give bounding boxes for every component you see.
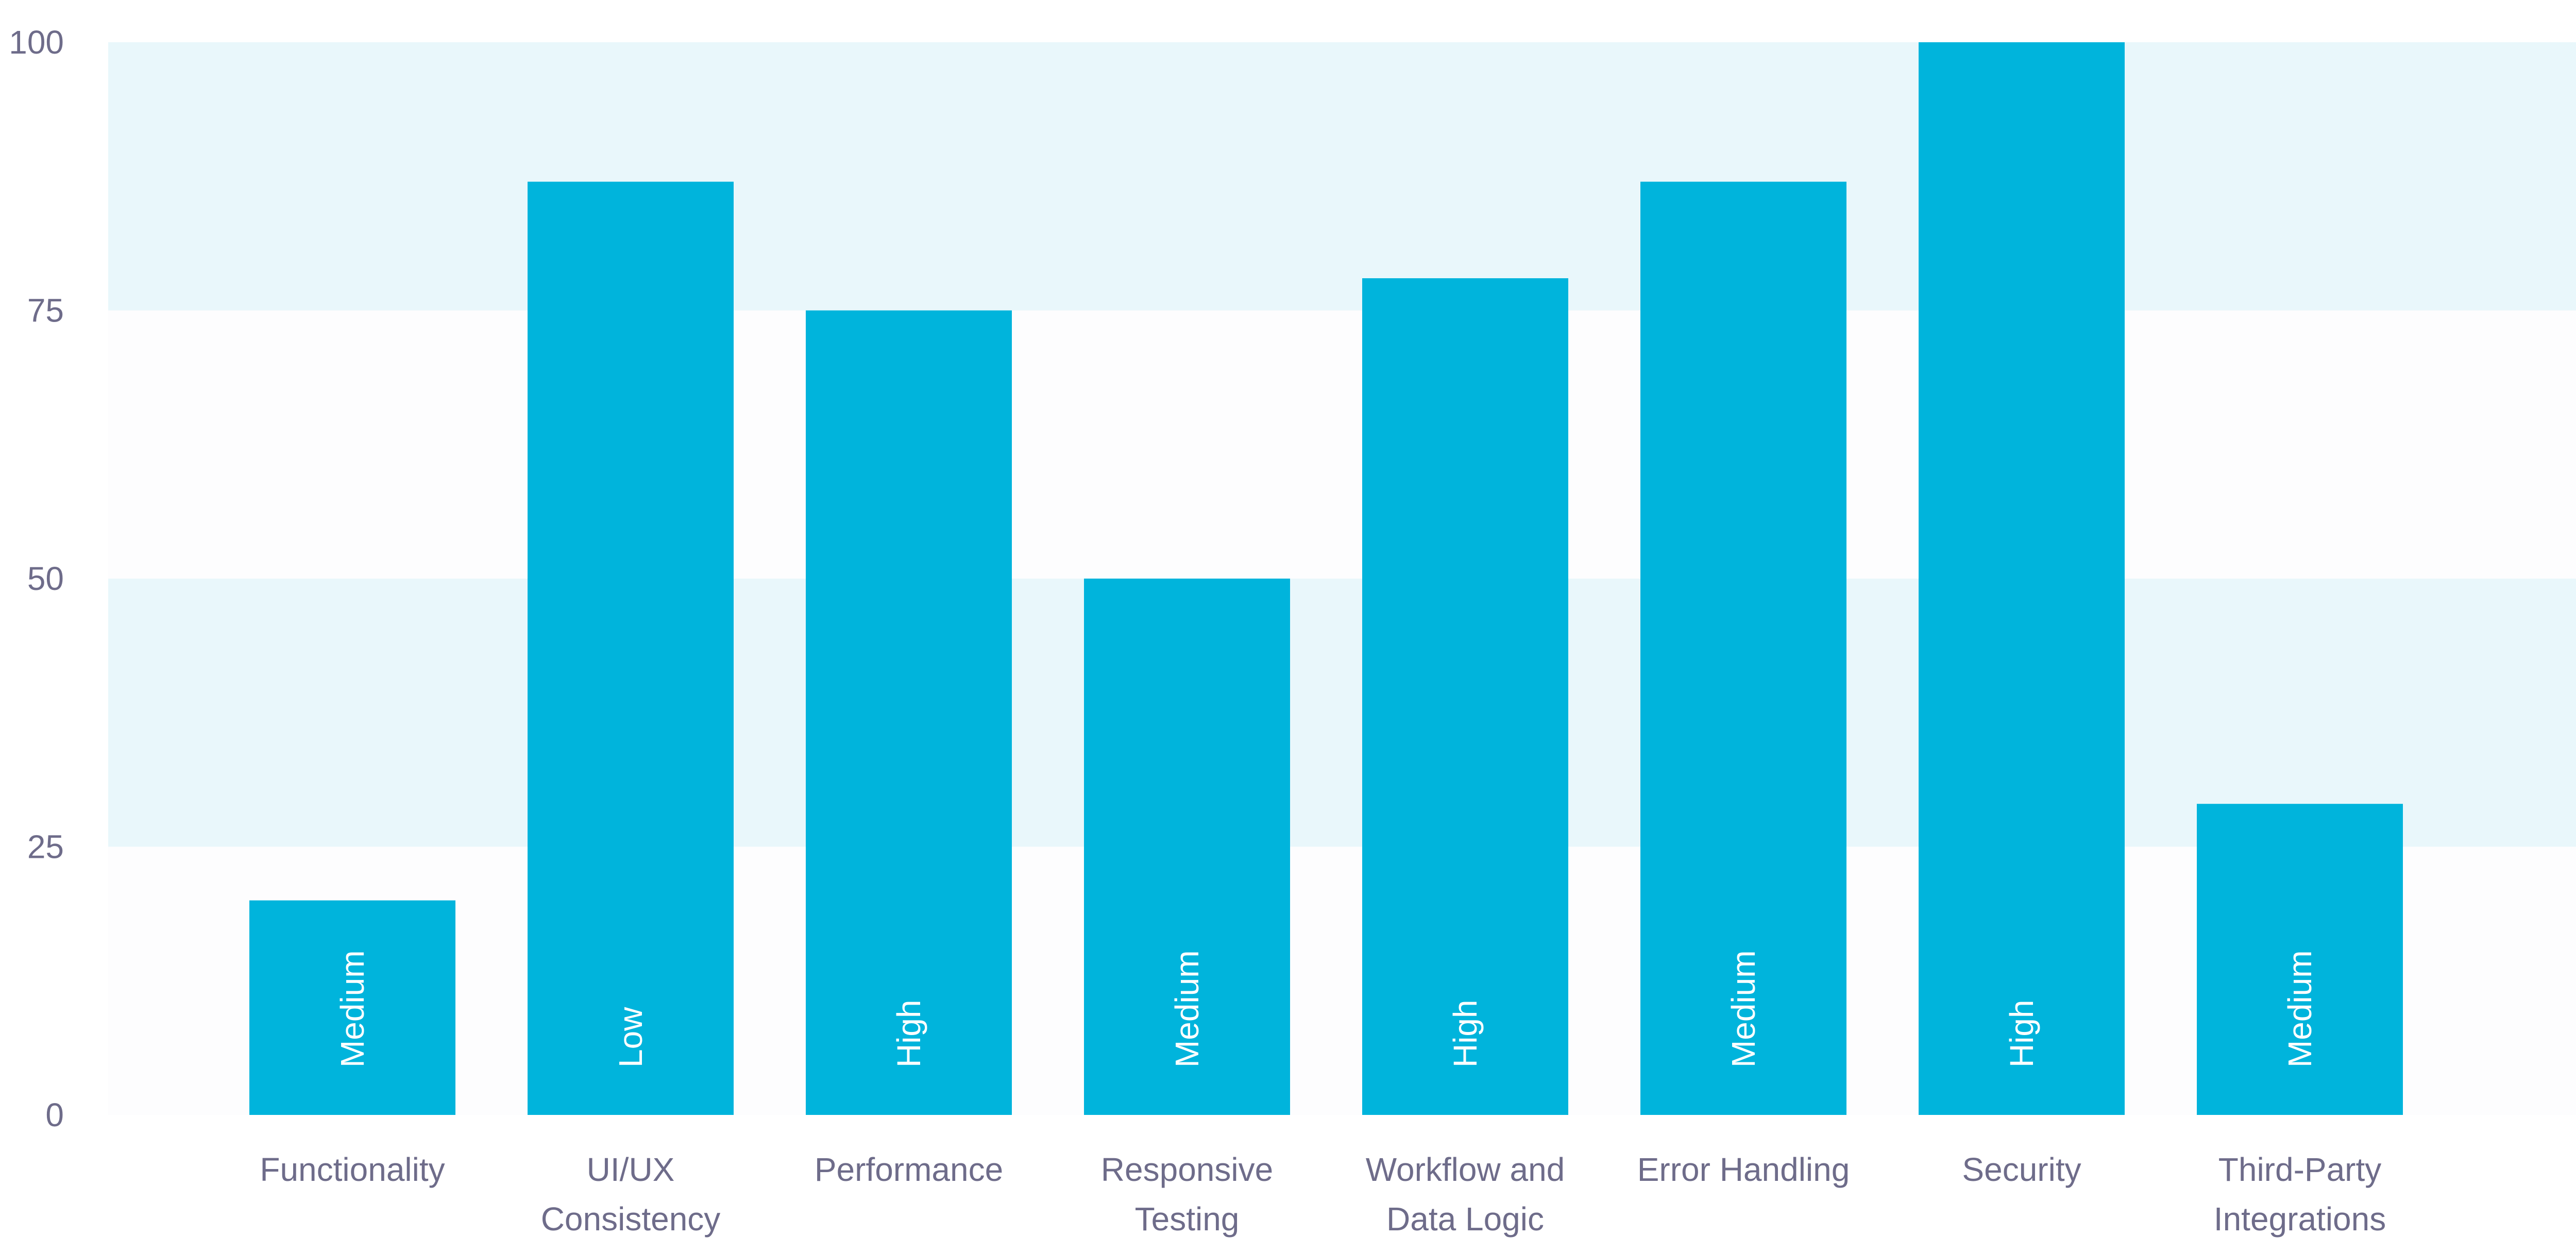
- category-label: Integrations: [2214, 1200, 2386, 1238]
- bar: [528, 181, 734, 1115]
- category-label: Consistency: [541, 1200, 721, 1238]
- category-label: Error Handling: [1637, 1151, 1850, 1188]
- bar-labels: Medium Low High Medium High Medium High Medium: [334, 950, 2318, 1068]
- grid-band: [108, 579, 2576, 847]
- y-tick-label: 100: [9, 24, 64, 61]
- bar: [1362, 278, 1568, 1115]
- y-tick-label: 75: [27, 292, 64, 329]
- bar: [1919, 42, 2125, 1115]
- bar: [1084, 579, 1290, 1115]
- category-label: UI/UX: [587, 1151, 675, 1188]
- category-label: Data Logic: [1386, 1200, 1544, 1238]
- category-label: Third-Party: [2218, 1151, 2382, 1188]
- bar-value-label: High: [1447, 1000, 1484, 1068]
- bar: [806, 310, 1012, 1115]
- bar-value-label: Medium: [1168, 950, 1206, 1068]
- y-axis-ticks: 0 25 50 75 100: [9, 24, 64, 1133]
- bar: [1640, 181, 1846, 1115]
- category-label: Performance: [815, 1151, 1003, 1188]
- bar-value-label: Medium: [334, 950, 371, 1068]
- bar-value-label: High: [2003, 1000, 2040, 1068]
- background-bands: [108, 42, 2576, 1115]
- bars: [249, 42, 2403, 1115]
- category-labels: Functionality UI/UX Consistency Performance…: [260, 1151, 2386, 1238]
- y-tick-label: 25: [27, 828, 64, 866]
- grid-band: [108, 846, 2576, 1115]
- bar: [2197, 804, 2403, 1115]
- bar-value-label: Medium: [1725, 950, 1762, 1068]
- grid-band: [108, 42, 2576, 311]
- category-label: Responsive: [1101, 1151, 1273, 1188]
- category-label: Testing: [1135, 1200, 1240, 1238]
- bar-value-label: High: [890, 1000, 927, 1068]
- category-label: Functionality: [260, 1151, 445, 1188]
- category-label: Workflow and: [1366, 1151, 1565, 1188]
- bar-value-label: Medium: [2281, 950, 2318, 1068]
- category-label: Security: [1962, 1151, 2081, 1188]
- bar: [249, 900, 455, 1115]
- y-tick-label: 50: [27, 560, 64, 597]
- bar-value-label: Low: [612, 1007, 649, 1068]
- y-tick-label: 0: [45, 1096, 64, 1133]
- grid-band: [108, 310, 2576, 579]
